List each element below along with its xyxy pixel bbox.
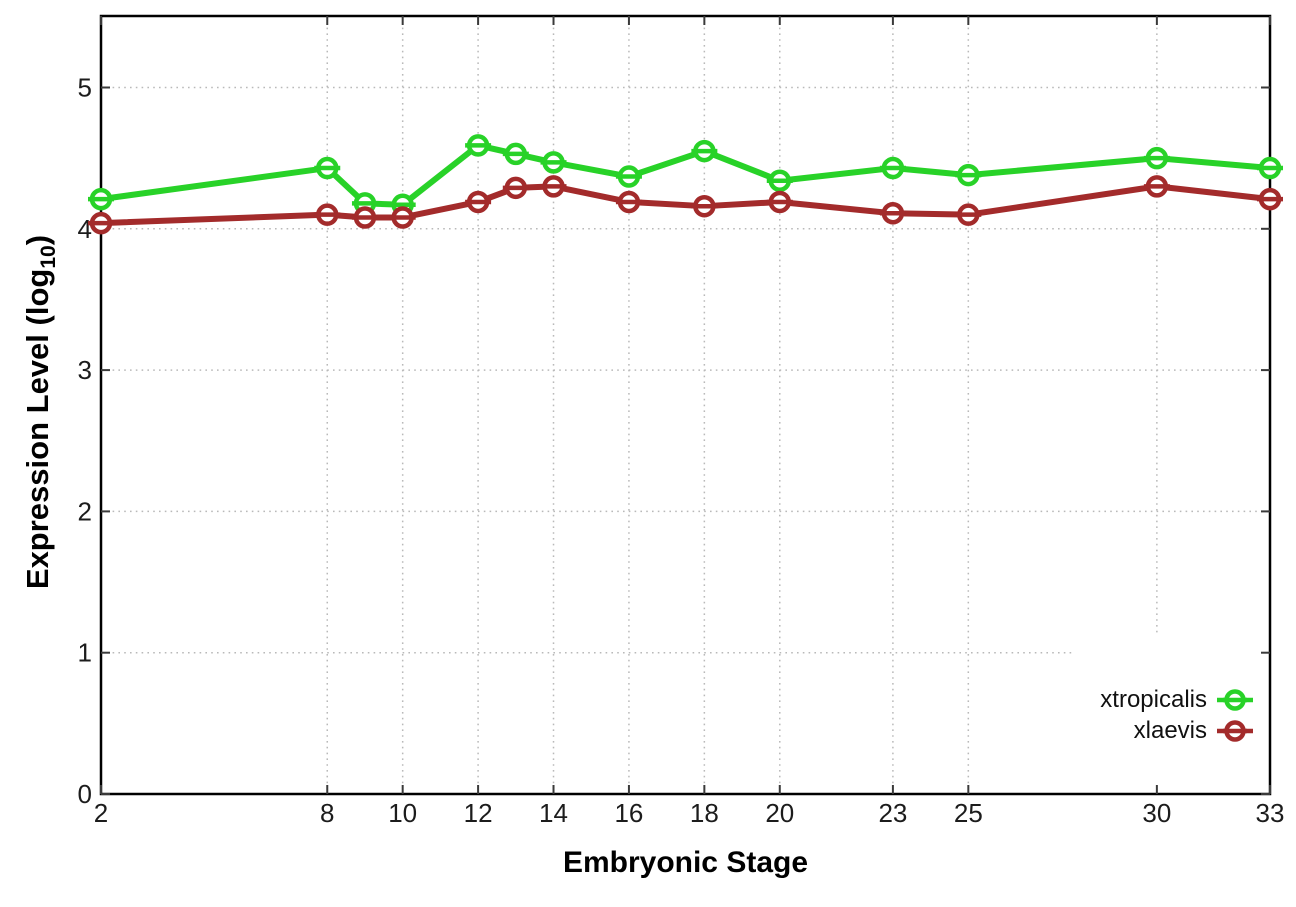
legend-item-xlaevis: xlaevis	[1134, 716, 1254, 746]
y-tick-label-3: 3	[78, 355, 92, 385]
x-tick-label-33: 33	[1256, 798, 1285, 828]
x-tick-label-20: 20	[765, 798, 794, 828]
x-tick-label-14: 14	[539, 798, 568, 828]
y-tick-label-0: 0	[78, 779, 92, 809]
legend-background	[1072, 633, 1269, 792]
legend-label-xlaevis: xlaevis	[1133, 717, 1207, 744]
y-tick-label-2: 2	[78, 496, 92, 526]
series-marker-icon	[1217, 689, 1253, 711]
x-tick-label-30: 30	[1142, 798, 1171, 828]
y-axis-title-subscript: 10	[37, 245, 61, 269]
y-axis-title: Expression Level (log10)	[16, 162, 60, 662]
x-axis-title: Embryonic Stage	[562, 846, 809, 879]
x-tick-label-25: 25	[954, 798, 983, 828]
x-tick-label-10: 10	[388, 798, 417, 828]
x-tick-label-12: 12	[464, 798, 493, 828]
y-tick-label-5: 5	[78, 73, 92, 103]
y-axis-title-text: Expression Level (log	[20, 268, 55, 590]
plot-border	[99, 14, 1272, 796]
y-tick-label-1: 1	[78, 638, 92, 668]
legend: xtropicalis xlaevis	[1072, 633, 1268, 792]
x-tick-label-18: 18	[690, 798, 719, 828]
y-tick-label-4: 4	[78, 214, 92, 244]
x-tick-label-2: 2	[94, 798, 108, 828]
x-tick-label-8: 8	[320, 798, 334, 828]
y-axis-title-suffix: )	[20, 234, 55, 246]
x-tick-label-16: 16	[614, 798, 643, 828]
series-marker-icon	[1217, 720, 1253, 742]
x-tick-label-23: 23	[878, 798, 907, 828]
series-line-xlaevis	[98, 183, 1273, 227]
legend-item-xtropicalis: xtropicalis	[1100, 685, 1254, 715]
legend-label-xtropicalis: xtropicalis	[1100, 686, 1207, 713]
